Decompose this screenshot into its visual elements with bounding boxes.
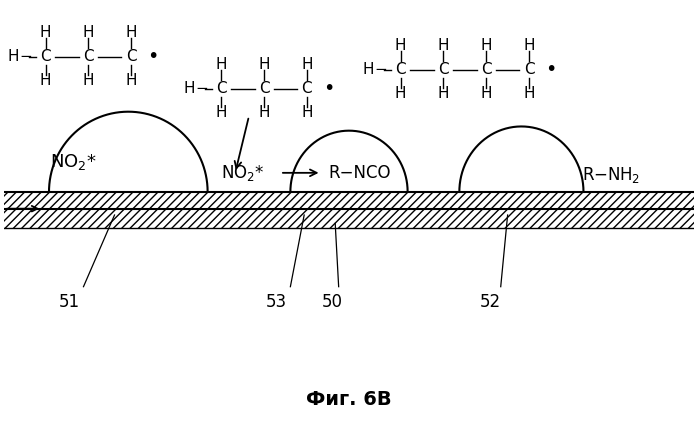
Bar [4,192,694,209]
Text: 51: 51 [59,293,80,311]
Text: C: C [126,49,136,64]
Polygon shape [459,126,584,192]
Text: C: C [259,81,269,96]
Text: NO$_2$*: NO$_2$* [50,152,96,172]
Text: H: H [363,62,374,77]
Text: H: H [8,49,19,64]
Text: 52: 52 [480,293,501,311]
Text: H: H [40,74,51,89]
Text: −: − [195,81,207,96]
Text: H: H [184,81,195,96]
Text: H: H [301,105,313,120]
Text: H: H [301,57,313,72]
Text: H: H [258,57,270,72]
Text: C: C [438,62,449,77]
Text: H: H [216,57,227,72]
Text: H: H [258,105,270,120]
Text: H: H [126,74,137,89]
Text: H: H [438,86,450,101]
Text: H: H [82,25,94,40]
Text: H: H [524,38,535,53]
Text: •: • [147,47,159,66]
Text: −: − [374,62,387,77]
Text: H: H [126,25,137,40]
Text: H: H [438,38,450,53]
Text: C: C [40,49,51,64]
Text: C: C [395,62,406,77]
Text: 50: 50 [321,293,342,311]
Text: C: C [481,62,491,77]
Text: H: H [216,105,227,120]
Text: C: C [216,81,227,96]
Text: H: H [480,86,492,101]
Text: C: C [302,81,312,96]
Polygon shape [290,131,408,192]
Polygon shape [49,112,207,192]
Bar [4,209,694,227]
Text: R−NH$_2$: R−NH$_2$ [582,165,640,185]
Text: H: H [524,86,535,101]
Text: H: H [82,74,94,89]
Text: R−NCO: R−NCO [328,164,391,182]
Text: Фиг. 6В: Фиг. 6В [306,390,392,409]
Text: NO$_2$*: NO$_2$* [221,163,265,183]
Text: •: • [323,79,335,98]
Text: 53: 53 [266,293,287,311]
Text: H: H [40,25,51,40]
Text: H: H [480,38,492,53]
Text: −: − [19,49,32,64]
Text: C: C [524,62,534,77]
Text: •: • [546,60,557,79]
Text: C: C [83,49,94,64]
Text: H: H [395,38,406,53]
Text: H: H [395,86,406,101]
